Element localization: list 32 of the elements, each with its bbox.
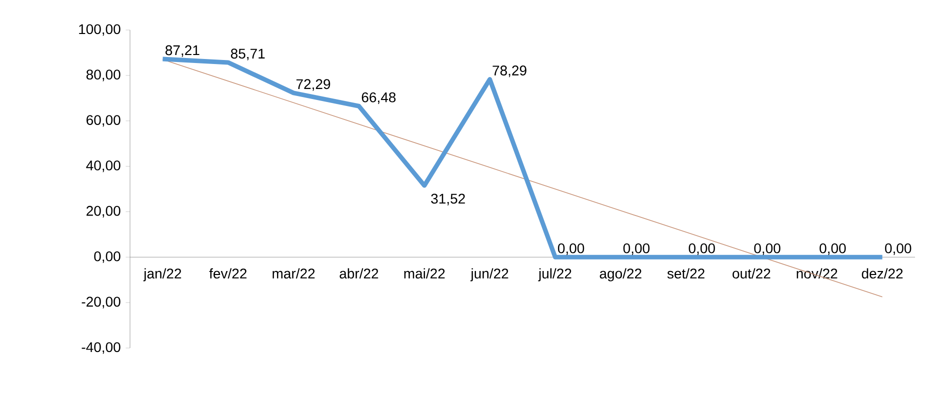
- data-label: 85,71: [230, 48, 265, 60]
- data-label: 72,29: [296, 79, 330, 91]
- x-tick-label: jul/22: [538, 268, 572, 282]
- data-label: 0,00: [885, 243, 912, 255]
- y-tick-label: 80,00: [86, 70, 120, 82]
- data-label: 66,48: [362, 92, 396, 104]
- x-tick-label: fev/22: [209, 268, 246, 279]
- x-tick-label: mar/22: [272, 268, 315, 279]
- data-label: 0,00: [623, 243, 650, 255]
- y-tick-label: 20,00: [86, 206, 120, 218]
- data-label: 78,29: [492, 66, 526, 78]
- data-label: 31,52: [431, 194, 465, 206]
- y-tick-label: 60,00: [86, 115, 120, 127]
- data-label: 0,00: [558, 243, 584, 255]
- y-tick-label: -20,00: [82, 296, 120, 308]
- data-label: 0,00: [754, 243, 780, 255]
- y-tick-label: 0,00: [94, 251, 120, 263]
- x-tick-label: jun/22: [470, 268, 508, 282]
- x-tick-label: jan/22: [143, 268, 182, 282]
- x-tick-label: dez/22: [862, 268, 903, 279]
- x-tick-label: mai/22: [404, 268, 445, 279]
- data-label: 87,21: [166, 45, 200, 57]
- x-tick-label: nov/22: [796, 268, 838, 279]
- x-tick-label: set/22: [667, 268, 704, 279]
- y-tick-label: 100,00: [79, 24, 120, 36]
- y-tick-label: -40,00: [82, 342, 120, 354]
- x-tick-label: out/22: [732, 268, 770, 279]
- x-tick-label: abr/22: [340, 268, 378, 279]
- data-label: 0,00: [688, 243, 715, 255]
- data-label: 0,00: [820, 243, 846, 255]
- y-tick-label: 40,00: [86, 160, 120, 172]
- x-tick-label: ago/22: [600, 268, 642, 282]
